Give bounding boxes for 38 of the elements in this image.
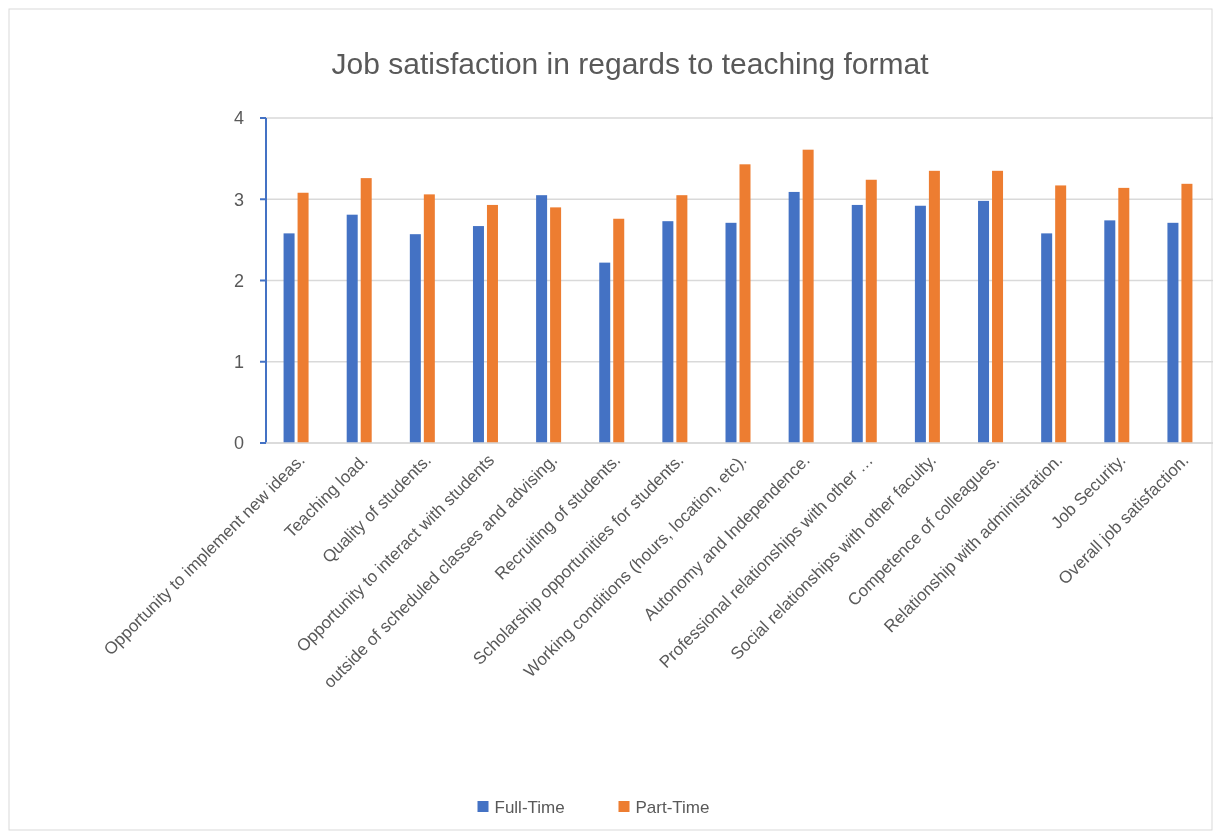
y-tick-label: 4 [233,108,244,129]
bar [1181,183,1193,443]
bar [1104,220,1116,443]
bar [550,207,562,443]
bar [978,200,990,443]
chart-title: Job satisfaction in regards to teaching format [331,47,930,80]
bar [283,233,295,443]
bar [613,218,625,443]
bar [739,164,751,443]
bar [914,205,926,443]
y-tick-label: 0 [233,433,244,454]
bar [1118,187,1130,443]
bar [1167,222,1179,443]
bar [536,195,548,443]
bar [1055,185,1067,443]
y-tick-label: 2 [233,270,244,291]
bar [297,192,309,443]
bar [346,214,358,443]
bar [725,222,737,443]
bar [676,195,688,443]
legend-label: Full-Time [494,797,565,817]
bar [802,149,814,443]
y-tick-label: 3 [233,189,244,210]
legend-label: Part-Time [635,797,710,817]
bar [486,204,498,443]
bar [662,221,674,443]
bar [360,178,372,443]
bar [1041,233,1053,443]
y-tick-label: 1 [233,352,244,373]
bar [599,262,611,443]
bar [423,194,435,443]
bar [851,204,863,443]
bar [928,170,940,443]
bar [409,234,421,443]
bar [788,191,800,443]
bar [472,226,484,443]
bar [865,179,877,443]
bar [992,170,1004,443]
